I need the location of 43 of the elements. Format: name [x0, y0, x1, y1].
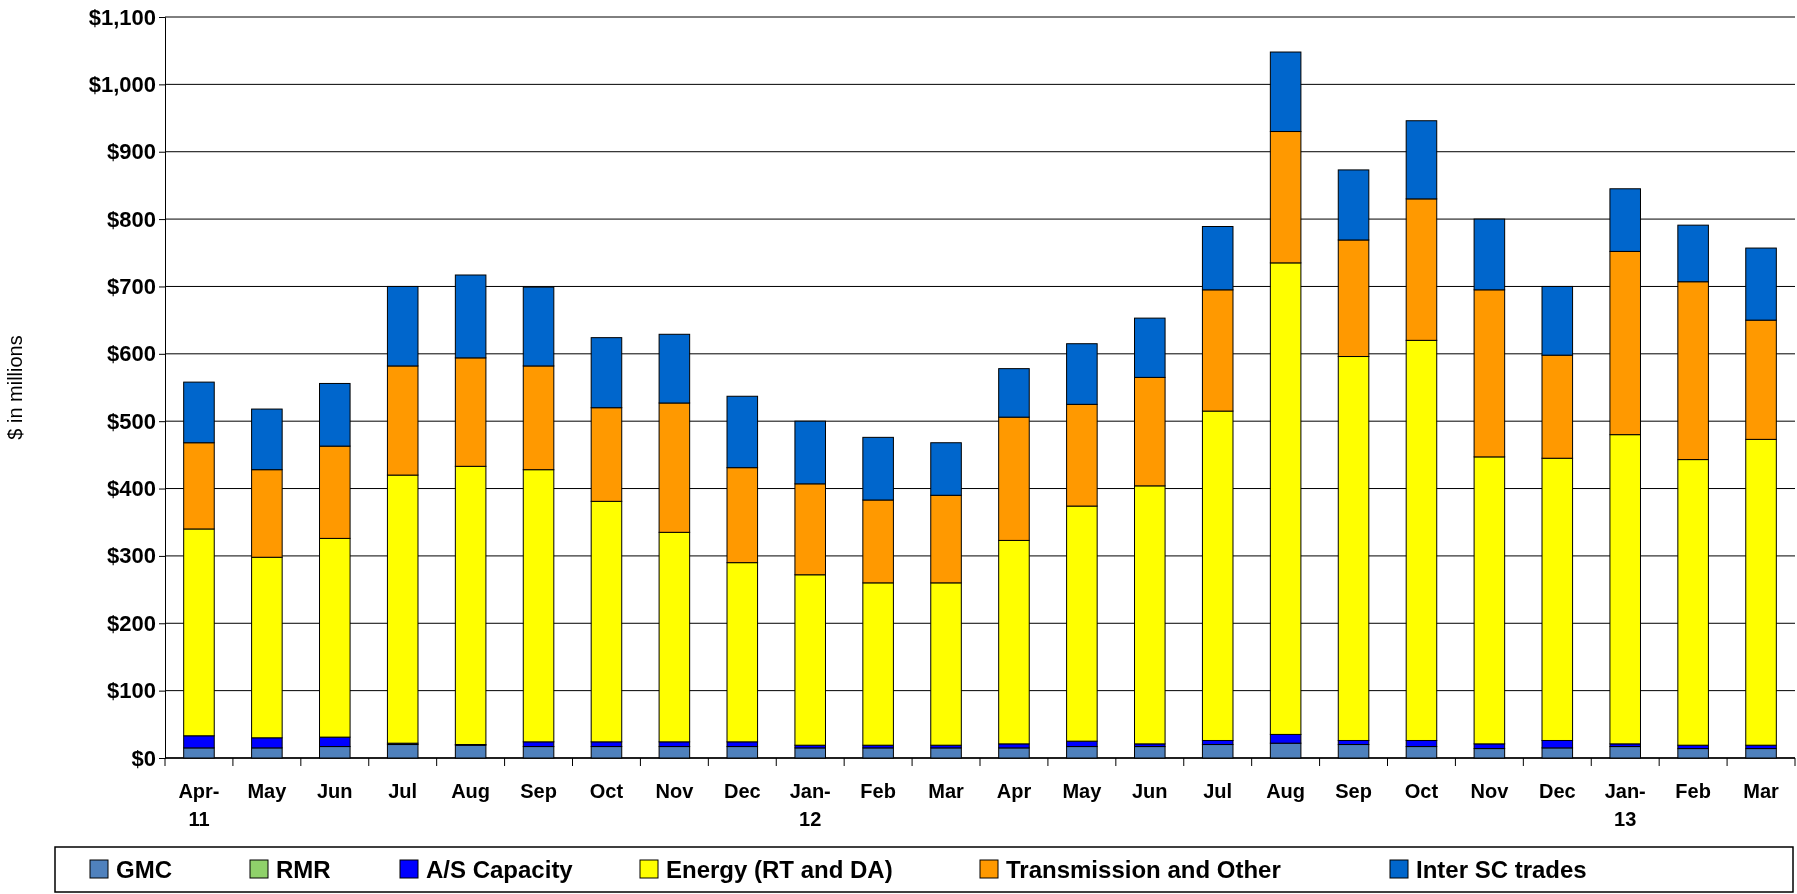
legend-label: Inter SC trades [1416, 856, 1587, 883]
x-tick-label: Jul [388, 780, 418, 802]
x-tick-label: Jul [1203, 780, 1233, 802]
x-tick-label: Dec [1538, 780, 1576, 802]
x-tick-label: Nov [1470, 780, 1510, 802]
x-tick-label: Feb [1675, 780, 1711, 802]
x-tick-label: Aug [1266, 780, 1306, 802]
y-tick-label: $0 [131, 745, 156, 771]
y-tick-label: $500 [107, 408, 156, 434]
x-tick-label: Jun [317, 780, 353, 802]
x-tick-label: Dec [723, 780, 761, 802]
y-tick-label: $600 [107, 341, 156, 367]
x-tick-label: Feb [860, 780, 896, 802]
y-tick-label: $400 [107, 476, 156, 502]
legend-label: Energy (RT and DA) [666, 856, 893, 883]
x-tick-label: Mar [1743, 780, 1780, 802]
legend-label: A/S Capacity [426, 856, 574, 883]
x-tick-label: Jun [1132, 780, 1168, 802]
x-tick-label: Oct [589, 780, 624, 802]
x-tick-label: Jan-12 [789, 780, 831, 830]
y-tick-label: $900 [107, 139, 156, 165]
y-tick-label: $1,100 [88, 4, 156, 30]
x-tick-label: May [247, 780, 288, 802]
x-tick-label: Apr [996, 780, 1032, 802]
y-tick-label: $200 [107, 610, 156, 636]
x-tick-label: May [1062, 780, 1103, 802]
y-tick-label: $300 [107, 543, 156, 569]
legend-label: RMR [276, 856, 331, 883]
x-tick-label: Apr-11 [178, 780, 220, 830]
y-tick-label: $800 [107, 206, 156, 232]
x-tick-label: Oct [1404, 780, 1439, 802]
x-tick-label: Mar [928, 780, 965, 802]
legend-label: Transmission and Other [1006, 856, 1281, 883]
x-tick-label: Aug [451, 780, 491, 802]
x-tick-label: Jan-13 [1604, 780, 1646, 830]
y-axis-title: $ in millions [4, 335, 26, 440]
y-tick-label: $100 [107, 678, 156, 704]
x-tick-label: Sep [520, 780, 557, 802]
legend-label: GMC [116, 856, 172, 883]
y-tick-label: $700 [107, 273, 156, 299]
x-tick-label: Nov [655, 780, 695, 802]
x-tick-label: Sep [1335, 780, 1372, 802]
y-tick-label: $1,000 [88, 71, 156, 97]
